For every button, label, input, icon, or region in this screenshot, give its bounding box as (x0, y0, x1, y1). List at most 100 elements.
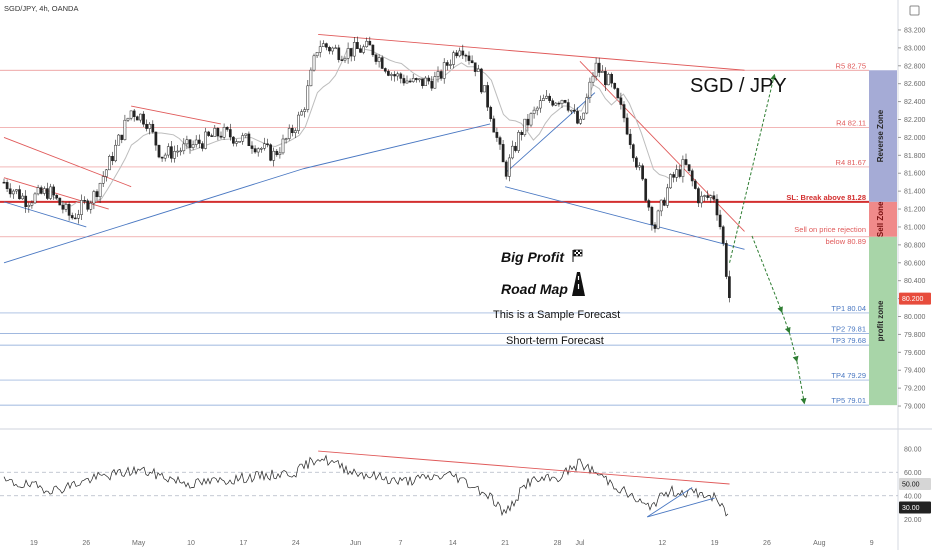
candle-body (269, 144, 272, 161)
candle-body (30, 202, 34, 206)
candle-body (70, 215, 74, 219)
candle-body (535, 107, 539, 111)
candle-body (486, 85, 489, 108)
price-tick-label: 80.600 (904, 260, 926, 267)
candle-body (501, 144, 505, 163)
rsi-panel: 80.00 60.00 40.00 20.00 50.00 30.00 (0, 446, 931, 524)
candle-body (495, 131, 499, 138)
trend-line (504, 92, 596, 174)
trend-line (505, 186, 745, 250)
candle-body (349, 48, 353, 57)
candle-body (421, 78, 424, 86)
trend-line (3, 201, 87, 228)
candle-body (331, 47, 334, 52)
candle-body (244, 133, 248, 136)
candle-body (476, 68, 480, 72)
candle-body (458, 50, 462, 57)
candle-body (383, 68, 387, 72)
candle-body (362, 46, 365, 53)
candle-body (455, 52, 458, 57)
time-tick-label: 21 (501, 540, 509, 547)
candle-body (216, 128, 220, 137)
candle-body (176, 150, 179, 153)
candle-body (46, 188, 49, 199)
candle-body (579, 118, 582, 124)
candle-body (222, 127, 226, 138)
candle-body (666, 187, 669, 206)
candle-body (393, 74, 396, 77)
zone-label: profit zone (876, 300, 885, 341)
time-tick-label: 17 (239, 540, 247, 547)
rsi-value-badge (899, 478, 931, 490)
candle-body (597, 62, 601, 73)
candle-body (436, 71, 440, 77)
level-label: TP1 80.04 (831, 304, 866, 313)
candle-body (58, 197, 62, 206)
candle-body (644, 178, 648, 201)
candle-body (653, 224, 657, 229)
candle-body (166, 146, 170, 156)
candle-body (697, 188, 700, 204)
candle-body (80, 200, 83, 215)
candle-body (616, 88, 620, 99)
candle-body (445, 62, 449, 66)
candle-body (418, 78, 421, 81)
candle-body (514, 145, 517, 151)
candle-body (582, 112, 586, 120)
candle-body (194, 139, 198, 145)
candle-body (120, 134, 124, 140)
candle-body (610, 73, 613, 84)
candle-body (693, 180, 697, 189)
candle-body (104, 169, 108, 177)
time-tick-label: 26 (763, 540, 771, 547)
candle-body (554, 102, 558, 106)
level-label: R4 81.67 (836, 158, 866, 167)
forecast-arrow (788, 332, 799, 363)
rsi-tick-label: 60.00 (904, 470, 922, 477)
candle-body (232, 136, 235, 144)
candle-body (356, 42, 359, 49)
candle-body (622, 104, 626, 119)
trend-line (3, 136, 132, 188)
candle-body (700, 195, 703, 204)
candle-body (266, 143, 269, 146)
candle-body (173, 151, 176, 159)
candle-body (489, 106, 493, 120)
time-tick-label: 9 (870, 540, 874, 547)
candle-body (504, 161, 508, 177)
candle-body (2, 181, 6, 184)
candle-body (83, 200, 86, 202)
forecast-zones: Reverse Zone Sell Zone profit zone (869, 70, 897, 406)
zone-label: Sell Zone (876, 201, 885, 237)
price-tick-label: 82.000 (904, 135, 926, 142)
candle-body (219, 135, 223, 138)
candle-body (284, 138, 288, 140)
candle-body (507, 157, 511, 177)
price-tick-label: 82.800 (904, 63, 926, 70)
candle-body (659, 199, 663, 212)
candle-body (36, 187, 40, 195)
candle-body (635, 157, 638, 168)
candle-body (207, 131, 210, 136)
candle-body (27, 205, 31, 208)
candle-body (290, 127, 294, 134)
candle-body (98, 183, 102, 198)
trend-line (303, 123, 491, 170)
time-tick-label: Jul (575, 540, 584, 547)
candle-body (473, 62, 477, 72)
candle-body (256, 148, 260, 153)
candle-body (132, 110, 136, 117)
candle-body (721, 226, 725, 244)
candle-body (235, 141, 238, 144)
candle-body (64, 204, 68, 210)
time-axis: 19 26 May 10 17 24 Jun 7 14 21 28 Jul 12 19 26 Aug 9 (30, 540, 874, 547)
candle-body (405, 80, 409, 84)
rsi-tick-label: 20.00 (904, 517, 922, 524)
candle-body (439, 71, 443, 79)
candle-body (250, 145, 254, 149)
candle-body (585, 97, 589, 114)
price-tick-label: 83.200 (904, 27, 926, 34)
price-tick-label: 80.800 (904, 242, 926, 249)
rsi-trend-line (647, 497, 715, 518)
price-tick-label: 80.000 (904, 314, 926, 321)
